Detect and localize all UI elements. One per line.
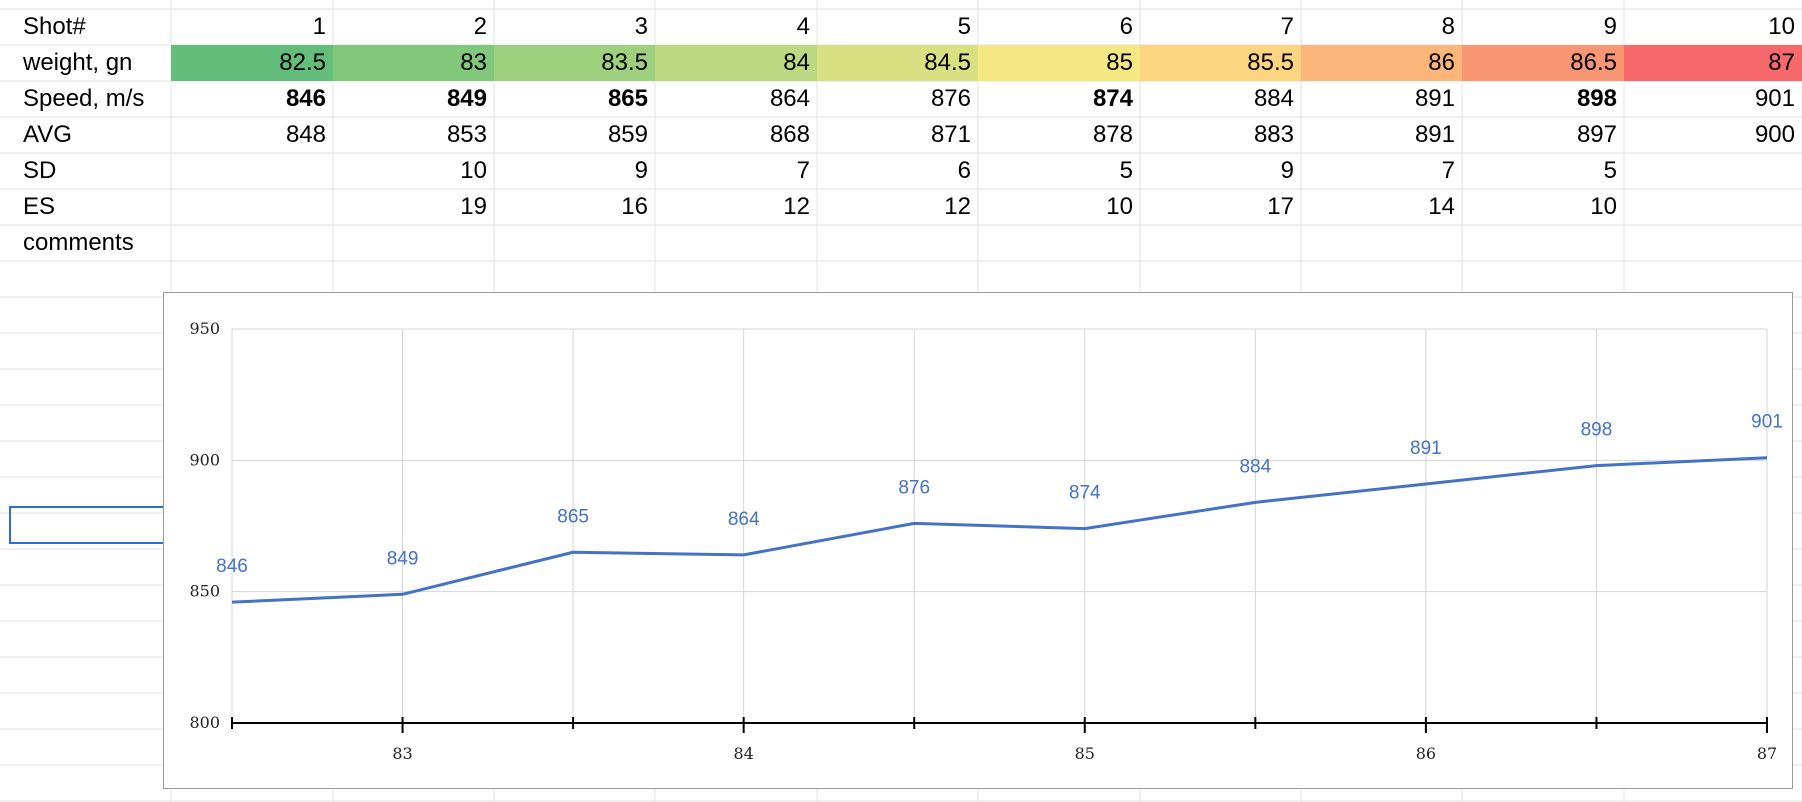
selected-cell[interactable] bbox=[9, 506, 169, 544]
y-tick-label: 800 bbox=[189, 713, 220, 732]
row-label-cell[interactable]: Speed, m/s bbox=[23, 85, 145, 112]
data-label: 898 bbox=[1581, 420, 1613, 441]
weight-cell[interactable]: 83.5 bbox=[494, 45, 655, 81]
weight-cell[interactable]: 86 bbox=[1301, 45, 1462, 81]
sd-cell[interactable]: 7 bbox=[796, 157, 810, 184]
es-cell[interactable]: 12 bbox=[944, 193, 971, 220]
speed-cell[interactable]: 846 bbox=[285, 85, 326, 112]
sd-cell[interactable]: 10 bbox=[460, 157, 487, 184]
avg-cell[interactable]: 878 bbox=[1092, 121, 1133, 148]
speed-cell[interactable]: 865 bbox=[607, 85, 648, 112]
es-cell[interactable]: 12 bbox=[783, 193, 810, 220]
speed-series-line bbox=[231, 456, 1768, 604]
line-chart[interactable]: 800 850 900 950 83 84 85 86 87 846 849 865 864 876 874… bbox=[163, 292, 1793, 789]
avg-cell[interactable]: 897 bbox=[1576, 121, 1617, 148]
es-cell[interactable] bbox=[171, 189, 333, 225]
sd-cell[interactable]: 9 bbox=[1280, 157, 1294, 184]
speed-cell[interactable]: 901 bbox=[1754, 85, 1795, 112]
data-label: 874 bbox=[1069, 483, 1101, 504]
speed-cell[interactable]: 884 bbox=[1253, 85, 1294, 112]
weight-cell[interactable]: 84.5 bbox=[817, 45, 978, 81]
speed-cell[interactable]: 898 bbox=[1576, 85, 1617, 112]
avg-cell[interactable]: 883 bbox=[1253, 121, 1294, 148]
sd-cell[interactable]: 9 bbox=[634, 157, 648, 184]
shot-cell[interactable]: 3 bbox=[634, 13, 648, 40]
sd-cell[interactable] bbox=[1624, 153, 1802, 189]
sd-cell[interactable] bbox=[171, 153, 333, 189]
sd-cell[interactable]: 6 bbox=[957, 157, 971, 184]
row-label-cell[interactable]: ES bbox=[23, 193, 56, 220]
sd-cell[interactable]: 7 bbox=[1441, 157, 1455, 184]
row-label-cell[interactable]: Shot# bbox=[23, 13, 86, 40]
data-label: 876 bbox=[898, 477, 930, 498]
avg-cell[interactable]: 848 bbox=[285, 121, 326, 148]
chart-canvas: 800 850 900 950 83 84 85 86 87 846 849 865 864 876 874… bbox=[189, 319, 1783, 763]
avg-cell[interactable]: 891 bbox=[1414, 121, 1455, 148]
avg-cell[interactable]: 868 bbox=[769, 121, 810, 148]
data-label: 849 bbox=[387, 548, 419, 569]
avg-cell[interactable]: 853 bbox=[446, 121, 487, 148]
avg-cell[interactable]: 859 bbox=[607, 121, 648, 148]
sd-cell[interactable]: 5 bbox=[1603, 157, 1617, 184]
row-label-cell[interactable]: AVG bbox=[23, 121, 72, 148]
avg-cell[interactable]: 900 bbox=[1754, 121, 1795, 148]
row-label-cell[interactable]: SD bbox=[23, 157, 57, 184]
data-label: 846 bbox=[216, 556, 248, 577]
data-label: 864 bbox=[728, 509, 760, 530]
y-tick-label: 850 bbox=[189, 582, 220, 601]
speed-cell[interactable]: 874 bbox=[1092, 85, 1133, 112]
avg-cell[interactable]: 871 bbox=[930, 121, 971, 148]
data-label: 865 bbox=[557, 506, 589, 527]
x-tick-label: 84 bbox=[733, 744, 753, 763]
es-cell[interactable]: 19 bbox=[460, 193, 487, 220]
es-cell[interactable] bbox=[1624, 189, 1802, 225]
weight-cell[interactable]: 85 bbox=[978, 45, 1140, 81]
weight-cell[interactable]: 84 bbox=[655, 45, 817, 81]
speed-cell[interactable]: 876 bbox=[930, 85, 971, 112]
row-label-cell[interactable]: weight, gn bbox=[23, 49, 133, 76]
speed-cell[interactable]: 864 bbox=[769, 85, 810, 112]
speed-cell[interactable]: 849 bbox=[446, 85, 487, 112]
row-label-cell[interactable]: comments bbox=[23, 229, 134, 256]
es-cell[interactable]: 10 bbox=[1106, 193, 1133, 220]
x-tick-label: 83 bbox=[392, 744, 412, 763]
shot-cell[interactable]: 1 bbox=[312, 13, 326, 40]
es-cell[interactable]: 16 bbox=[621, 193, 648, 220]
weight-cell[interactable]: 82.5 bbox=[171, 45, 333, 81]
es-cell[interactable]: 10 bbox=[1590, 193, 1617, 220]
shot-cell[interactable]: 5 bbox=[957, 13, 971, 40]
y-tick-label: 900 bbox=[189, 450, 220, 469]
x-tick-label: 85 bbox=[1075, 744, 1095, 763]
weight-cell[interactable]: 87 bbox=[1624, 45, 1802, 81]
weight-cell[interactable]: 83 bbox=[333, 45, 494, 81]
data-label: 901 bbox=[1751, 412, 1783, 433]
shot-cell[interactable]: 4 bbox=[796, 13, 810, 40]
y-tick-label: 950 bbox=[189, 319, 220, 338]
weight-cell[interactable]: 85.5 bbox=[1140, 45, 1301, 81]
shot-cell[interactable]: 6 bbox=[1119, 13, 1133, 40]
weight-cell[interactable]: 86.5 bbox=[1462, 45, 1624, 81]
shot-cell[interactable]: 7 bbox=[1280, 13, 1294, 40]
sd-cell[interactable]: 5 bbox=[1119, 157, 1133, 184]
x-tick-label: 87 bbox=[1757, 744, 1777, 763]
speed-cell[interactable]: 891 bbox=[1414, 85, 1455, 112]
shot-cell[interactable]: 9 bbox=[1603, 13, 1617, 40]
shot-cell[interactable]: 2 bbox=[473, 13, 487, 40]
data-label: 884 bbox=[1239, 456, 1271, 477]
data-label: 891 bbox=[1410, 438, 1442, 459]
shot-cell[interactable]: 8 bbox=[1441, 13, 1455, 40]
es-cell[interactable]: 14 bbox=[1428, 193, 1455, 220]
es-cell[interactable]: 17 bbox=[1267, 193, 1294, 220]
shot-cell[interactable]: 10 bbox=[1768, 13, 1795, 40]
x-tick-label: 86 bbox=[1416, 744, 1436, 763]
